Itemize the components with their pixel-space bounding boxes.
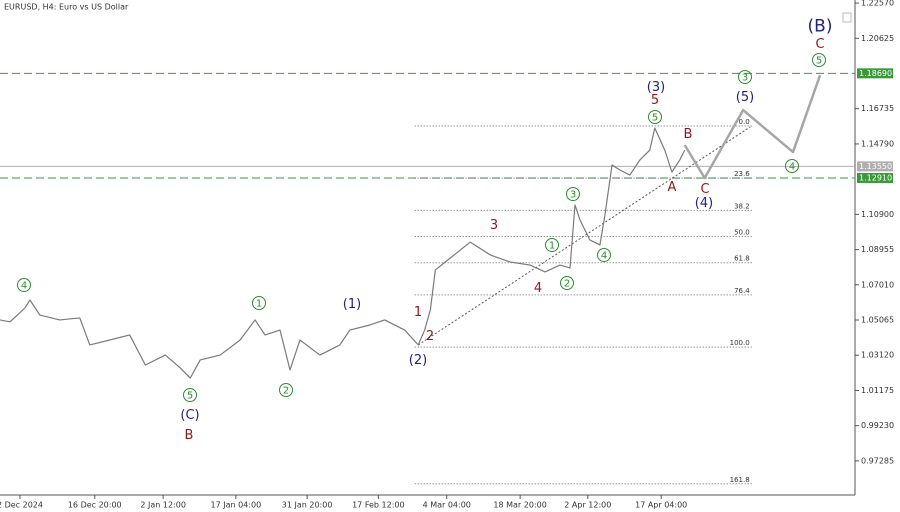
y-tick-label: 1.03120 [861, 351, 894, 360]
price-label-box [857, 172, 893, 183]
chart-title: EURUSD, H4: Euro vs US Dollar [4, 3, 129, 12]
wave-circle [785, 159, 799, 173]
price-label: 1.12910 [859, 173, 892, 182]
wave-label: 1 [549, 241, 555, 252]
x-tick-label: 2 Jan 12:00 [140, 501, 186, 510]
wave-label: (1) [343, 297, 361, 312]
wave-circle [812, 53, 826, 67]
wave-label: 3 [570, 190, 576, 201]
wave-label: 2 [564, 279, 570, 290]
wave-circle [597, 248, 611, 262]
fib-label: 38.2 [734, 202, 750, 210]
fib-label: 50.0 [734, 228, 750, 236]
wave-label: 4 [534, 281, 542, 296]
y-tick-label: 1.05065 [861, 316, 894, 325]
wave-label: 3 [742, 73, 748, 84]
wave-label: 1 [414, 305, 422, 320]
x-tick-label: 31 Jan 20:00 [282, 501, 333, 510]
wave-label: C [815, 37, 824, 52]
x-tick-label: 18 Mar 20:00 [493, 501, 546, 510]
wave-circle [545, 238, 559, 252]
x-tick-label: 2 Apr 12:00 [564, 501, 611, 510]
wave-label: (5) [736, 90, 754, 105]
y-tick-label: 1.16735 [861, 104, 894, 113]
y-tick-label: 0.97285 [861, 456, 894, 465]
y-tick-label: 1.20625 [861, 34, 894, 43]
x-tick-label: 17 Jan 04:00 [211, 501, 262, 510]
fib-label: 0.0 [739, 118, 750, 126]
fib-label: 61.8 [734, 255, 750, 263]
wave-label: 5 [651, 93, 659, 108]
wave-circle [560, 276, 574, 290]
price-line [0, 127, 686, 379]
y-tick-label: 1.08955 [861, 245, 894, 254]
icon [842, 12, 852, 23]
wave-label: 2 [283, 386, 289, 397]
fib-label: 161.8 [730, 476, 750, 484]
wave-label: C [700, 182, 709, 197]
wave-circle [566, 187, 580, 201]
wave-label: 5 [816, 56, 822, 67]
fib-label: 100.0 [730, 339, 750, 347]
y-tick-label: 1.10900 [861, 210, 894, 219]
wave-label: 4 [789, 162, 795, 173]
wave-circle [738, 70, 752, 84]
y-tick-label: 1.07010 [861, 280, 894, 289]
wave-label: 4 [601, 251, 607, 262]
wave-circle [279, 383, 293, 397]
forecast-line [683, 74, 822, 180]
x-tick-label: 16 Dec 20:00 [68, 501, 122, 510]
fib-label: 23.6 [734, 170, 750, 178]
wave-label: 1 [256, 299, 262, 310]
wave-circle [183, 388, 197, 402]
wave-label: B [684, 127, 693, 142]
wave-circle [252, 296, 266, 310]
price-label: 1.13550 [859, 162, 892, 171]
price-label: 1.18690 [859, 69, 892, 78]
wave-label: 5 [187, 391, 193, 402]
wave-label: (4) [695, 196, 713, 211]
x-tick-label: 4 Mar 04:00 [423, 501, 471, 510]
y-tick-label: 1.22570 [861, 0, 894, 8]
wave-label: (B) [808, 17, 833, 37]
wave-label: 5 [652, 113, 658, 124]
wave-label: 3 [490, 218, 498, 233]
y-tick-label: 0.99230 [861, 421, 894, 430]
y-tick-label: 1.01175 [861, 386, 894, 395]
price-label-box [857, 68, 893, 79]
wave-label: (2) [409, 353, 427, 368]
x-tick-label: 17 Feb 12:00 [352, 501, 404, 510]
fib-label: 76.4 [734, 287, 750, 295]
y-tick-label: 1.14790 [861, 139, 894, 148]
wave-label: 4 [21, 281, 27, 292]
wave-label: (3) [647, 80, 665, 95]
wave-label: 2 [426, 329, 434, 344]
wave-circle [648, 110, 662, 124]
x-tick-label: 17 Apr 04:00 [635, 501, 687, 510]
wave-circle [17, 278, 31, 292]
price-label-box [857, 161, 893, 172]
wave-label: B [185, 428, 194, 443]
wave-label: A [668, 180, 677, 195]
wave-label: (C) [180, 408, 199, 423]
x-tick-label: 2 Dec 2024 [0, 501, 43, 510]
